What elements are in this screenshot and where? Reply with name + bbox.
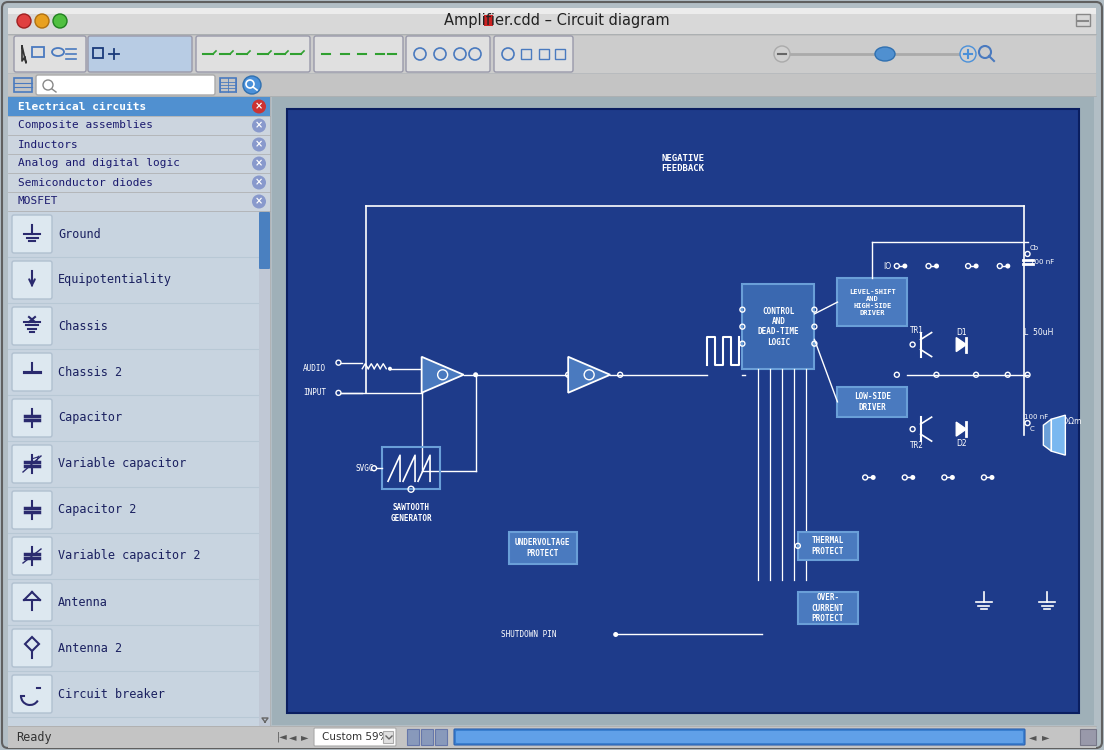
FancyBboxPatch shape [36, 75, 215, 95]
Circle shape [17, 14, 31, 28]
Circle shape [902, 263, 907, 268]
Circle shape [474, 372, 478, 377]
Circle shape [53, 14, 67, 28]
Bar [798, 592, 858, 624]
Text: ◄: ◄ [1029, 732, 1037, 742]
Text: 100 nF: 100 nF [1030, 259, 1054, 265]
Bar [1076, 14, 1090, 26]
Text: ◄: ◄ [289, 732, 297, 742]
FancyBboxPatch shape [12, 215, 52, 253]
Bar [8, 8, 1096, 34]
Text: Composite assemblies: Composite assemblies [18, 121, 153, 130]
Bar [8, 97, 270, 726]
FancyBboxPatch shape [12, 445, 52, 483]
FancyBboxPatch shape [12, 675, 52, 713]
Bar [93, 48, 103, 58]
Text: INPUT: INPUT [304, 388, 327, 398]
FancyBboxPatch shape [12, 583, 52, 621]
Bar [555, 49, 565, 59]
Text: Semiconductor diodes: Semiconductor diodes [18, 178, 153, 188]
Text: SVGC: SVGC [355, 464, 374, 472]
Circle shape [252, 157, 266, 170]
Bar [407, 729, 420, 745]
Circle shape [613, 632, 618, 637]
Text: Ground: Ground [59, 227, 100, 241]
Text: Circuit breaker: Circuit breaker [59, 688, 164, 700]
Bar [1080, 729, 1096, 745]
Circle shape [252, 137, 266, 152]
Text: THERMAL
PROTECT: THERMAL PROTECT [811, 536, 845, 556]
FancyBboxPatch shape [12, 629, 52, 667]
Bar [8, 211, 270, 726]
Text: SAWTOOTH
GENERATOR: SAWTOOTH GENERATOR [390, 503, 432, 523]
Bar [382, 447, 440, 489]
FancyBboxPatch shape [88, 36, 192, 72]
Text: ×: × [255, 178, 263, 188]
Text: Capacitor: Capacitor [59, 412, 123, 424]
FancyBboxPatch shape [14, 36, 86, 72]
Bar [8, 192, 270, 211]
Text: LOW-SIDE
DRIVER: LOW-SIDE DRIVER [853, 392, 891, 412]
Text: C: C [1030, 426, 1034, 432]
Bar [8, 173, 270, 192]
Text: ►: ► [301, 732, 308, 742]
Text: CONTROL
AND
DEAD-TIME
LOGIC: CONTROL AND DEAD-TIME LOGIC [757, 307, 799, 347]
Circle shape [388, 367, 392, 370]
FancyBboxPatch shape [12, 307, 52, 345]
Circle shape [252, 118, 266, 133]
Text: ×: × [255, 158, 263, 169]
Bar [484, 15, 493, 26]
Text: IO: IO [883, 262, 892, 271]
Polygon shape [956, 338, 966, 352]
Text: Custom 59%: Custom 59% [321, 732, 389, 742]
Text: Capacitor 2: Capacitor 2 [59, 503, 137, 517]
Text: 4 OΩm: 4 OΩm [1055, 417, 1082, 426]
FancyBboxPatch shape [314, 728, 396, 746]
Ellipse shape [875, 47, 895, 61]
FancyBboxPatch shape [12, 537, 52, 575]
Circle shape [911, 475, 915, 480]
Polygon shape [1043, 419, 1051, 452]
Bar [8, 726, 1096, 748]
Bar [521, 49, 531, 59]
Bar [8, 116, 270, 135]
Circle shape [252, 100, 266, 113]
Bar [287, 109, 1079, 713]
Circle shape [960, 46, 976, 62]
Text: ×: × [255, 101, 263, 112]
Circle shape [774, 46, 790, 62]
Text: Electrical circuits: Electrical circuits [18, 101, 146, 112]
FancyBboxPatch shape [12, 261, 52, 299]
Bar [8, 74, 1096, 96]
Text: D1: D1 [956, 328, 967, 337]
Polygon shape [569, 357, 611, 393]
FancyBboxPatch shape [456, 731, 1023, 743]
Text: 100 nF: 100 nF [1023, 414, 1048, 420]
Circle shape [949, 475, 955, 480]
Text: Ready: Ready [15, 730, 52, 743]
Polygon shape [956, 422, 966, 436]
FancyBboxPatch shape [314, 36, 403, 72]
Circle shape [871, 475, 875, 480]
Bar [421, 729, 433, 745]
Text: OVER-
CURRENT
PROTECT: OVER- CURRENT PROTECT [811, 593, 845, 623]
Text: Cb: Cb [1030, 245, 1039, 251]
Text: Analog and digital logic: Analog and digital logic [18, 158, 180, 169]
Bar [8, 97, 270, 116]
Text: Inductors: Inductors [18, 140, 78, 149]
FancyBboxPatch shape [12, 491, 52, 529]
Bar [8, 8, 1096, 14]
Bar [539, 49, 549, 59]
Bar [259, 211, 270, 726]
Polygon shape [1051, 416, 1065, 455]
Text: TR1: TR1 [910, 326, 924, 335]
Bar [435, 729, 447, 745]
FancyBboxPatch shape [197, 36, 310, 72]
Text: ►: ► [1042, 732, 1050, 742]
Text: D2: D2 [956, 439, 967, 448]
Bar [742, 284, 815, 369]
Text: Antenna: Antenna [59, 596, 108, 608]
Bar [509, 532, 576, 564]
Bar [798, 532, 858, 560]
